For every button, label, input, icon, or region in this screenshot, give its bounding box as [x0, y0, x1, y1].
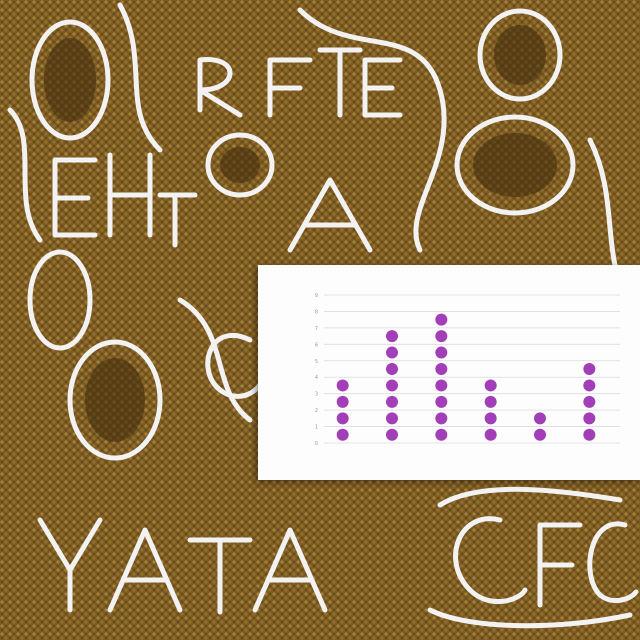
- data-point: [484, 428, 497, 441]
- y-tick-label: 6: [315, 342, 318, 348]
- data-point: [435, 313, 448, 326]
- data-point: [435, 412, 448, 425]
- data-point: [336, 395, 349, 408]
- y-tick-label: 9: [315, 293, 318, 299]
- data-point: [484, 395, 497, 408]
- data-point: [583, 412, 596, 425]
- data-point: [386, 428, 398, 441]
- data-point: [386, 412, 398, 425]
- data-point: [336, 428, 349, 441]
- y-tick-label: 1: [315, 425, 318, 431]
- data-point: [435, 395, 448, 408]
- data-point: [435, 428, 448, 441]
- data-point: [435, 330, 448, 343]
- data-point: [534, 428, 546, 441]
- data-point: [386, 395, 398, 408]
- data-point: [435, 379, 448, 392]
- data-point: [583, 363, 596, 375]
- data-point: [583, 395, 596, 408]
- data-point: [583, 379, 596, 392]
- y-tick-label: 0: [315, 441, 318, 447]
- data-point: [386, 330, 398, 343]
- y-tick-label: 7: [315, 326, 318, 332]
- data-point: [534, 412, 546, 425]
- data-point: [386, 363, 398, 375]
- data-point: [386, 379, 398, 392]
- data-point: [336, 379, 349, 392]
- y-tick-label: 2: [315, 408, 318, 414]
- y-tick-label: 8: [315, 309, 318, 315]
- data-point: [484, 379, 497, 392]
- dot-plot: 0 1 2 3 4 5 6 7 8 9: [315, 293, 620, 447]
- data-point: [435, 346, 448, 359]
- data-point: [484, 412, 497, 425]
- data-point: [583, 428, 596, 441]
- y-tick-label: 5: [315, 359, 318, 365]
- data-point: [336, 412, 349, 425]
- data-point: [435, 363, 448, 375]
- y-tick-label: 3: [315, 392, 318, 398]
- data-point: [386, 346, 398, 359]
- chart-panel: 0 1 2 3 4 5 6 7 8 9: [258, 265, 640, 480]
- y-tick-label: 4: [315, 375, 318, 381]
